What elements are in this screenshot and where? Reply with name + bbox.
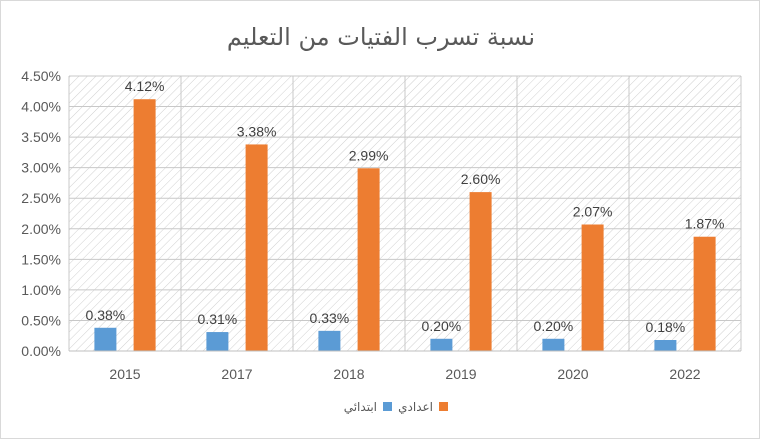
y-tick-label: 4.50% — [21, 68, 61, 84]
data-label: 0.20% — [422, 318, 462, 334]
bar-preparatory-2019 — [469, 192, 492, 351]
y-tick-label: 2.50% — [21, 190, 61, 206]
bar-preparatory-2018 — [357, 168, 380, 351]
x-tick-label: 2018 — [333, 366, 364, 382]
bar-primary-2019 — [430, 338, 453, 351]
y-tick-label: 2.00% — [21, 221, 61, 237]
y-tick-label: 3.00% — [21, 160, 61, 176]
data-label: 0.33% — [310, 310, 350, 326]
y-tick-label: 3.50% — [21, 129, 61, 145]
data-label: 4.12% — [125, 78, 165, 94]
data-label: 2.99% — [349, 147, 389, 163]
x-tick-label: 2015 — [109, 366, 140, 382]
x-tick-label: 2017 — [221, 366, 252, 382]
legend-swatch — [383, 402, 392, 411]
bar-primary-2015 — [94, 327, 117, 351]
data-label: 0.31% — [198, 311, 238, 327]
data-label: 2.60% — [461, 171, 501, 187]
y-tick-label: 0.00% — [21, 343, 61, 359]
data-label: 0.38% — [86, 307, 126, 323]
y-tick-label: 4.00% — [21, 99, 61, 115]
bar-primary-2017 — [206, 332, 229, 351]
bar-primary-2020 — [542, 338, 565, 351]
bar-primary-2018 — [318, 330, 341, 351]
bar-preparatory-2022 — [693, 236, 716, 351]
x-tick-label: 2022 — [669, 366, 700, 382]
data-label: 0.18% — [646, 319, 686, 335]
y-tick-label: 0.50% — [21, 312, 61, 328]
legend-label: اعدادي — [398, 400, 433, 414]
legend-label: ابتدائي — [344, 400, 377, 414]
data-label: 3.38% — [237, 123, 277, 139]
data-label: 1.87% — [685, 216, 725, 232]
y-tick-label: 1.50% — [21, 251, 61, 267]
chart-title: نسبة تسرب الفتيات من التعليم — [227, 23, 535, 51]
bar-primary-2022 — [654, 340, 677, 351]
x-tick-label: 2020 — [557, 366, 588, 382]
x-tick-label: 2019 — [445, 366, 476, 382]
y-tick-label: 1.00% — [21, 282, 61, 298]
plot-area: 0.00% 0.50% 1.00% 1.50% 2.00% 2.50% 3.00% 3.50%… — [21, 68, 742, 414]
bar-preparatory-2020 — [581, 224, 604, 351]
legend-swatch — [439, 402, 448, 411]
bar-preparatory-2015 — [133, 99, 156, 351]
bar-preparatory-2017 — [245, 144, 268, 351]
data-label: 0.20% — [534, 318, 574, 334]
data-label: 2.07% — [573, 204, 613, 220]
